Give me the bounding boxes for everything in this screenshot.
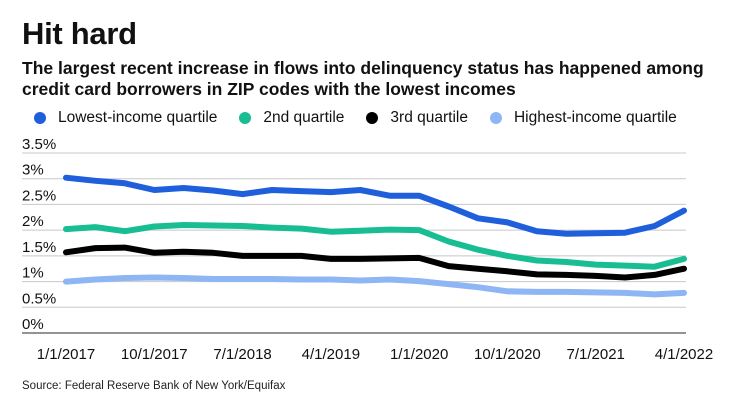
legend-label-highest: Highest-income quartile	[513, 109, 677, 126]
y-tick-label: 1.5%	[22, 239, 56, 256]
legend-item-lowest: Lowest-income quartile	[34, 109, 217, 127]
legend-item-3rd: 3rd quartile	[366, 109, 468, 127]
y-tick-label: 0.5%	[22, 290, 56, 307]
series-line-lowest	[63, 174, 687, 237]
legend-label-lowest: Lowest-income quartile	[58, 109, 218, 126]
source-note: Source: Federal Reserve Bank of New York…	[22, 380, 286, 392]
series-line-highest	[63, 274, 687, 298]
y-tick-label: 0%	[22, 316, 44, 333]
legend-swatch-2nd	[239, 112, 252, 124]
y-tick-label: 3%	[22, 162, 44, 179]
y-tick-label: 1%	[22, 265, 44, 282]
legend-swatch-highest	[489, 112, 502, 124]
legend-item-2nd: 2nd quartile	[239, 109, 344, 127]
x-tick-label: 10/1/2020	[474, 346, 541, 363]
y-tick-label: 3.5%	[22, 136, 56, 153]
x-tick-label: 4/1/2022	[655, 346, 713, 363]
legend: Lowest-income quartile 2nd quartile 3rd …	[34, 109, 699, 127]
x-tick-label: 10/1/2017	[121, 346, 188, 363]
x-tick-label: 1/1/2017	[37, 346, 95, 363]
legend-label-2nd: 2nd quartile	[263, 109, 345, 126]
chart-subtitle: The largest recent increase in flows int…	[22, 58, 704, 99]
x-tick-label: 4/1/2019	[302, 346, 360, 363]
y-tick-label: 2%	[22, 213, 44, 230]
chart-title: Hit hard	[22, 16, 137, 51]
series-line-2nd	[63, 222, 687, 270]
x-tick-label: 1/1/2020	[390, 346, 448, 363]
legend-item-highest: Highest-income quartile	[489, 109, 677, 127]
x-tick-label: 7/1/2018	[213, 346, 271, 363]
series-line-3rd	[63, 244, 687, 281]
legend-swatch-3rd	[366, 112, 379, 124]
legend-label-3rd: 3rd quartile	[390, 109, 468, 126]
legend-swatch-lowest	[34, 112, 46, 124]
x-tick-label: 7/1/2021	[567, 346, 625, 363]
y-tick-label: 2.5%	[22, 187, 56, 204]
